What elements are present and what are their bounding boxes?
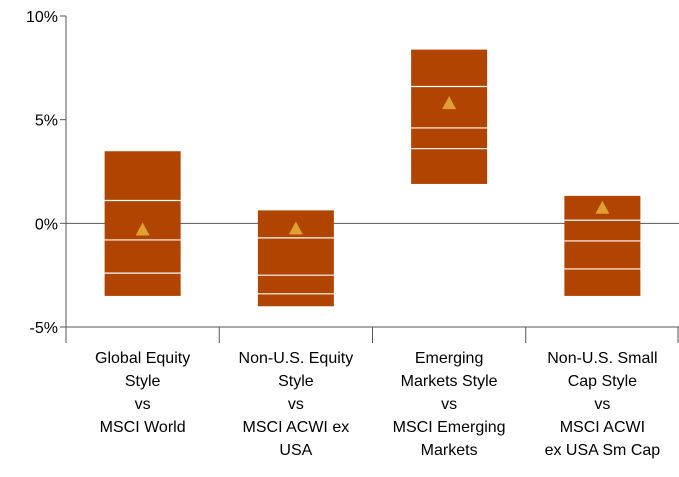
median-marker <box>288 221 303 235</box>
y-tick-label: 0% <box>35 216 58 233</box>
category-label-line: Global Equity <box>95 350 190 367</box>
category-label-line: Non-U.S. Equity <box>239 350 354 367</box>
x-axis-labels: Global Equity Style vs MSCI World Non-U.S. E… <box>95 350 660 459</box>
category-label: Global Equity Style vs MSCI World <box>95 350 190 436</box>
category-label-line: Cap Style <box>568 373 637 390</box>
category-label: Non-U.S. Small Cap Style vs MSCI ACWI ex USA… <box>545 350 661 459</box>
category-label-line: MSCI Emerging <box>393 419 506 436</box>
box <box>411 49 488 184</box>
box-group <box>564 194 641 296</box>
category-label-line: Style <box>125 373 161 390</box>
category-label: Non-U.S. Equity Style vs MSCI ACWI ex USA <box>239 350 354 459</box>
y-tick-label: 5% <box>35 113 58 130</box>
box-group <box>411 48 488 184</box>
category-label-line: vs <box>594 396 610 413</box>
median-marker <box>595 200 610 214</box>
y-tick-label: -5% <box>30 320 58 337</box>
y-tick-label: 10% <box>26 9 58 26</box>
box-group <box>104 150 181 296</box>
category-label-line: MSCI ACWI ex <box>243 419 350 436</box>
plot-area <box>104 48 641 307</box>
category-label-line: Emerging <box>415 350 483 367</box>
median-marker <box>135 222 150 236</box>
category-label-line: Markets Style <box>401 373 498 390</box>
category-label-line: MSCI World <box>100 419 186 436</box>
category-label-line: USA <box>279 442 312 459</box>
category-label-line: MSCI ACWI <box>560 419 645 436</box>
category-label-line: vs <box>288 396 304 413</box>
category-label: Emerging Markets Style vs MSCI Emerging Mark… <box>393 350 506 459</box>
category-label-line: ex USA Sm Cap <box>545 442 661 459</box>
category-label-line: Markets <box>421 442 478 459</box>
category-label-line: vs <box>135 396 151 413</box>
category-label-line: Style <box>278 373 314 390</box>
median-marker <box>442 96 457 110</box>
y-axis: 10% 5% 0% -5% <box>26 9 67 337</box>
category-label-line: vs <box>441 396 457 413</box>
box-group <box>257 209 334 307</box>
category-label-line: Non-U.S. Small <box>547 350 657 367</box>
